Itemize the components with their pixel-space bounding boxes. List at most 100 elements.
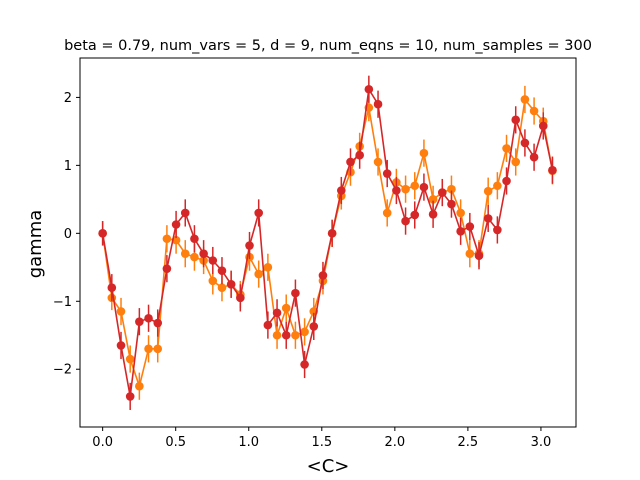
data-point — [281, 303, 291, 313]
data-point — [511, 157, 521, 167]
data-point — [171, 220, 181, 229]
data-point — [208, 256, 218, 265]
data-point — [309, 322, 319, 331]
data-point — [199, 249, 208, 259]
data-point — [144, 313, 153, 323]
data-point — [236, 293, 245, 303]
x-tick-label: 2.0 — [384, 435, 405, 450]
data-point — [474, 251, 484, 261]
data-point — [447, 199, 456, 209]
data-point — [226, 279, 236, 289]
y-tick-label: 0 — [64, 227, 72, 242]
data-point — [291, 288, 300, 298]
data-point — [428, 209, 438, 219]
x-tick-label: 0.5 — [165, 435, 186, 450]
data-point — [373, 99, 383, 109]
data-point — [144, 344, 153, 354]
series-2 — [98, 75, 557, 411]
data-point — [318, 271, 328, 280]
data-point — [337, 186, 346, 195]
data-point — [437, 188, 447, 197]
data-point — [116, 341, 126, 350]
data-point — [373, 157, 383, 167]
data-point — [254, 208, 263, 218]
data-point — [300, 360, 309, 369]
data-point — [355, 150, 364, 160]
data-point — [107, 283, 117, 292]
data-point — [263, 320, 273, 330]
data-point — [217, 283, 227, 292]
data-point — [493, 181, 502, 191]
data-point — [410, 210, 420, 220]
x-axis-label: <C> — [307, 456, 350, 477]
x-tick-label: 0.0 — [92, 435, 113, 450]
axes-frame — [79, 57, 577, 428]
x-tick-label: 1.0 — [238, 435, 259, 450]
data-point — [493, 225, 502, 235]
data-point — [456, 208, 465, 218]
data-point — [520, 95, 530, 104]
data-point — [538, 121, 548, 131]
data-point — [456, 226, 465, 236]
x-tick-label: 2.5 — [458, 435, 479, 450]
data-point — [217, 266, 227, 276]
y-tick-label: 1 — [64, 159, 72, 174]
data-point — [520, 138, 530, 148]
data-point — [162, 264, 172, 273]
data-point — [465, 249, 475, 259]
data-point — [153, 344, 163, 354]
data-point — [190, 234, 199, 244]
data-point — [162, 234, 172, 244]
data-point — [401, 216, 410, 226]
data-point — [190, 252, 199, 262]
data-point — [346, 157, 355, 167]
data-point — [254, 269, 263, 279]
y-tick-label: −2 — [53, 363, 72, 378]
data-point — [529, 152, 539, 162]
data-point — [392, 186, 401, 195]
data-point — [116, 307, 126, 316]
data-point — [263, 263, 273, 272]
data-point — [447, 184, 456, 194]
data-point — [483, 214, 493, 223]
data-point — [153, 318, 163, 328]
data-point — [465, 222, 475, 231]
data-point — [382, 208, 392, 218]
y-axis: −2 −1 0 1 2 — [53, 91, 80, 378]
x-tick-label: 3.0 — [531, 435, 552, 450]
x-axis: 0.0 0.5 1.0 1.5 2.0 2.5 3.0 — [92, 427, 551, 450]
x-tick-label: 1.5 — [311, 435, 332, 450]
data-point — [401, 184, 410, 194]
data-point — [208, 276, 218, 286]
data-point — [419, 182, 429, 192]
data-point — [382, 169, 392, 178]
data-point — [272, 330, 282, 340]
data-point — [410, 181, 420, 191]
data-point — [135, 317, 144, 326]
data-point — [548, 165, 557, 175]
data-point — [281, 330, 291, 340]
data-point — [502, 144, 511, 153]
data-point — [125, 354, 135, 364]
data-point — [327, 229, 337, 238]
plot-area — [98, 75, 557, 411]
data-point — [125, 392, 135, 401]
y-tick-label: 2 — [64, 91, 72, 106]
chart-title: beta = 0.79, num_vars = 5, d = 9, num_eq… — [64, 38, 592, 54]
data-point — [428, 195, 438, 204]
data-point — [245, 241, 254, 250]
data-point — [180, 249, 190, 259]
data-point — [419, 148, 429, 158]
data-point — [511, 115, 521, 125]
data-point — [483, 186, 493, 196]
data-point — [272, 308, 282, 318]
data-point — [300, 327, 309, 337]
y-axis-label: gamma — [25, 210, 46, 279]
data-point — [529, 106, 539, 116]
data-point — [364, 84, 374, 94]
data-point — [291, 330, 300, 340]
data-point — [180, 208, 190, 218]
data-point — [98, 229, 107, 238]
